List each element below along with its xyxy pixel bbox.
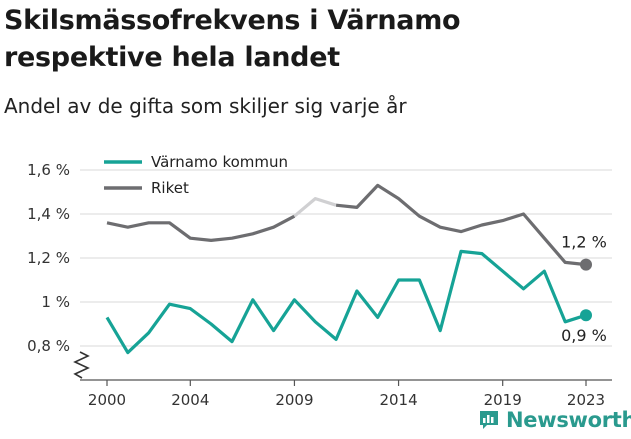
riket-line — [106, 214, 296, 242]
riket-line — [335, 183, 587, 267]
series-lines — [105, 183, 592, 355]
y-tick-label: 0,8 % — [27, 337, 70, 355]
tick-labels: 0,8 % 1 % 1,2 % 1,4 % 1,6 % 2000 2004 2009 2014 2… — [27, 161, 607, 409]
y-tick-label: 1,6 % — [27, 161, 70, 179]
riket-end-label: 1,2 % — [561, 233, 607, 252]
varnamo-end-label: 0,9 % — [561, 326, 607, 345]
y-tick-label: 1,4 % — [27, 205, 70, 223]
y-tick-label: 1 % — [41, 293, 70, 311]
legend: Värnamo kommun Riket — [104, 153, 288, 197]
legend-label: Riket — [151, 179, 189, 197]
x-tick-label: 2023 — [567, 391, 605, 409]
varnamo-end-point — [580, 309, 592, 322]
axis-break-icon — [73, 351, 90, 379]
x-tick-label: 2019 — [484, 391, 522, 409]
x-tick-label: 2004 — [171, 391, 209, 409]
riket-line-highlight — [293, 197, 337, 218]
newsworthy-logo-icon — [480, 411, 498, 429]
y-tick-label: 1,2 % — [27, 249, 70, 267]
legend-label: Värnamo kommun — [151, 153, 288, 171]
x-tick-label: 2000 — [88, 391, 126, 409]
x-tick-label: 2014 — [379, 391, 417, 409]
brand-logo: Newsworthy — [478, 408, 631, 432]
varnamo-line — [105, 249, 587, 355]
chart-subtitle: Andel av de gifta som skiljer sig varje … — [4, 94, 407, 118]
chart-title: Skilsmässofrekvens i Värnamo respektive … — [4, 5, 461, 73]
x-axis — [73, 351, 612, 386]
riket-end-point — [580, 258, 592, 271]
x-tick-label: 2009 — [275, 391, 313, 409]
brand-name: Newsworthy — [506, 408, 631, 432]
